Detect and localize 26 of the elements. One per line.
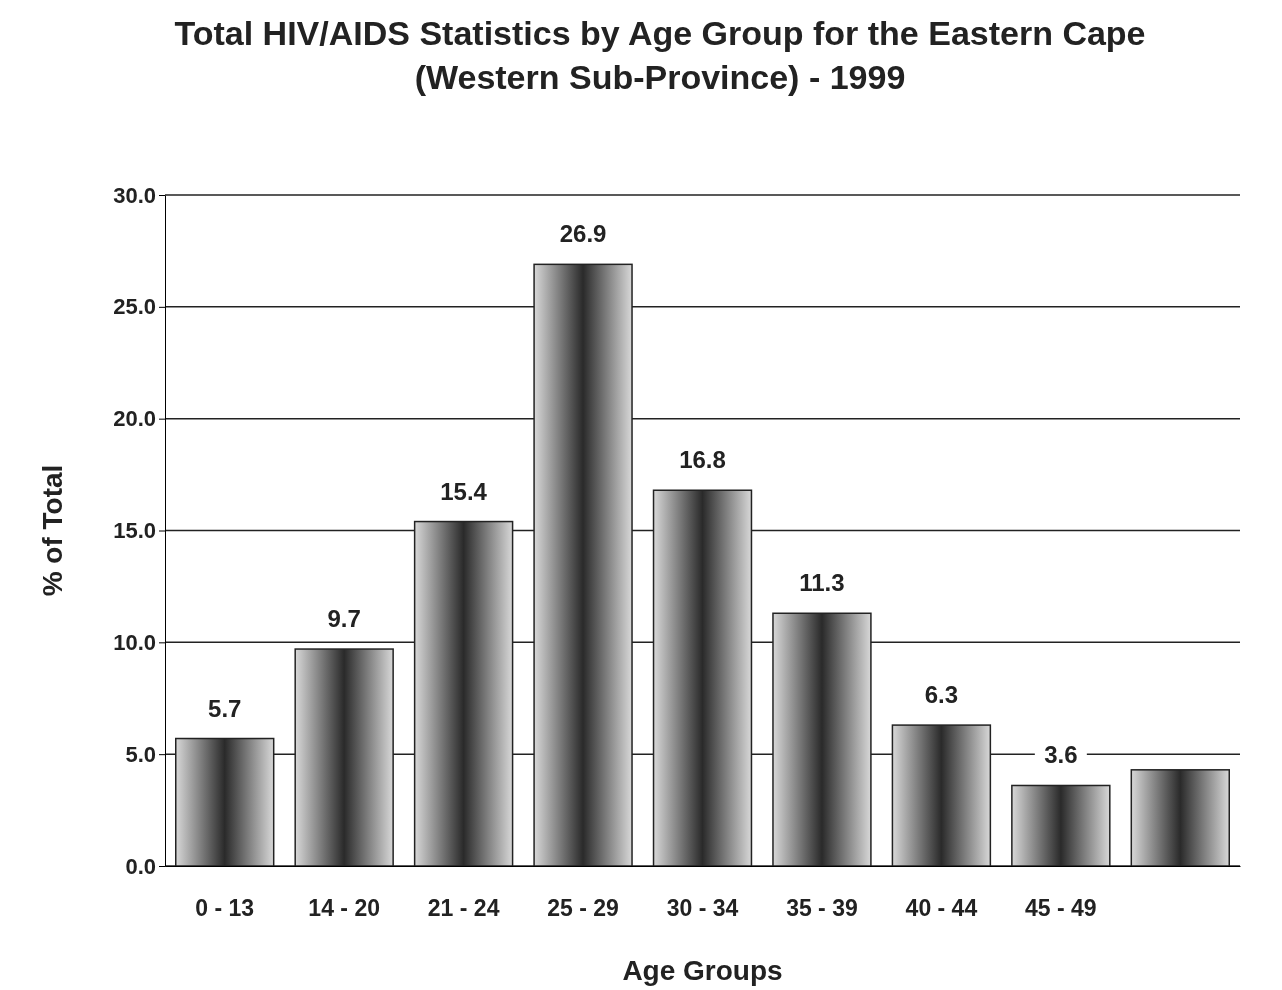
y-tick-label: 20.0 [113,406,156,432]
chart-title: Total HIV/AIDS Statistics by Age Group for the Eastern Cape (Western Sub-Province) - 1999 [174,14,1146,96]
data-label: 16.8 [679,446,726,474]
data-label: 5.7 [208,694,242,722]
data-label: 9.7 [327,605,361,633]
x-tick-label: 40 - 44 [905,895,978,922]
x-tick-label: 45 - 49 [1025,895,1097,922]
y-tick-label: 30.0 [113,182,156,208]
y-tick-label: 5.0 [125,741,156,767]
x-tick-label: 0 - 13 [195,895,255,922]
x-tick-label: 25 - 29 [547,895,619,922]
y-tick-label: 15.0 [113,518,156,544]
y-tick-label: 25.0 [113,294,156,320]
x-tick-label: 21 - 24 [427,895,500,922]
x-tick-label: 35 - 39 [786,895,858,922]
y-tick-label: 10.0 [113,629,156,655]
x-tick-label: 30 - 34 [666,895,739,922]
data-label: 11.3 [799,569,845,597]
y-tick-label: 0.0 [125,853,156,879]
x-axis-title: Age Groups [622,955,783,986]
y-axis-title: % of Total [37,464,68,597]
x-tick-label: 14 - 20 [308,895,380,922]
data-label: 3.6 [1044,741,1078,769]
data-label: 6.3 [924,681,959,709]
data-label: 15.4 [440,477,488,505]
data-label: 26.9 [559,220,607,248]
